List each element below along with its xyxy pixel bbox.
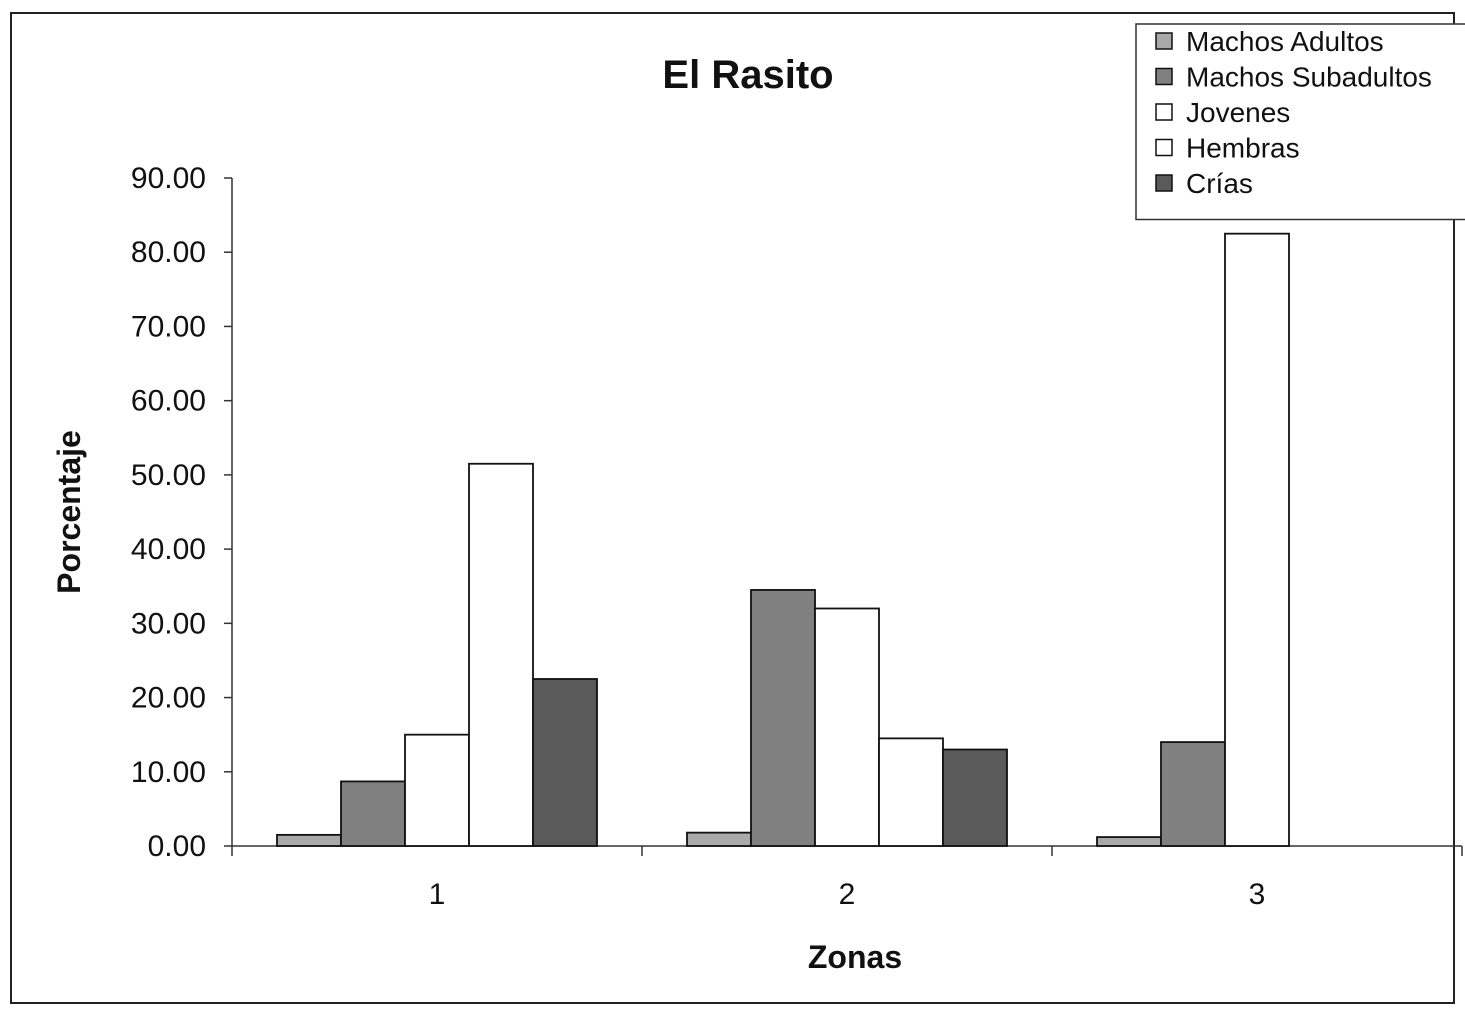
x-axis-title: Zonas [808, 939, 902, 975]
bar [878, 737, 944, 847]
chart-title: El Rasito [662, 53, 833, 97]
y-tick-label: 10.00 [131, 756, 206, 789]
x-category-label: 3 [1249, 878, 1266, 911]
axes: 0.00 10.00 20.00 30.00 40.00 50.00 60.00 70.00 8… [131, 162, 1463, 911]
bar [532, 678, 598, 847]
y-tick-label: 80.00 [131, 236, 206, 269]
legend-swatch [1155, 103, 1173, 121]
legend: Machos Adultos Machos Subadultos Jovenes He… [1135, 23, 1465, 221]
legend-label: Machos Adultos [1186, 26, 1384, 57]
y-axis-title: Porcentaje [51, 430, 87, 594]
bar [1224, 232, 1290, 847]
legend-label: Machos Subadultos [1186, 62, 1432, 93]
legend-swatch [1155, 174, 1173, 192]
legend-label: Jovenes [1186, 97, 1290, 128]
legend-label: Crías [1186, 168, 1253, 199]
legend-swatch [1155, 32, 1173, 50]
y-tick-label: 40.00 [131, 533, 206, 566]
bar [276, 833, 342, 847]
y-tick-label: 30.00 [131, 607, 206, 640]
bar [340, 780, 406, 847]
legend-swatch [1155, 138, 1173, 157]
x-category-label: 2 [839, 878, 856, 911]
bar [750, 589, 816, 847]
y-tick-label: 20.00 [131, 682, 206, 715]
y-tick-label: 50.00 [131, 459, 206, 492]
y-tick-label: 60.00 [131, 385, 206, 418]
y-tick-label: 90.00 [131, 162, 206, 195]
y-tick-label: 70.00 [131, 310, 206, 343]
bar [468, 462, 534, 847]
bar [1096, 836, 1162, 847]
legend-box [1135, 23, 1465, 221]
bar [404, 733, 470, 847]
x-category-label: 1 [429, 878, 446, 911]
bars [276, 232, 1290, 847]
bar [942, 748, 1008, 847]
y-tick-label: 0.00 [148, 830, 206, 863]
bar [686, 831, 752, 847]
legend-label: Hembras [1186, 133, 1300, 164]
legend-swatch [1155, 67, 1173, 86]
bar [814, 607, 880, 847]
bar [1160, 741, 1226, 847]
